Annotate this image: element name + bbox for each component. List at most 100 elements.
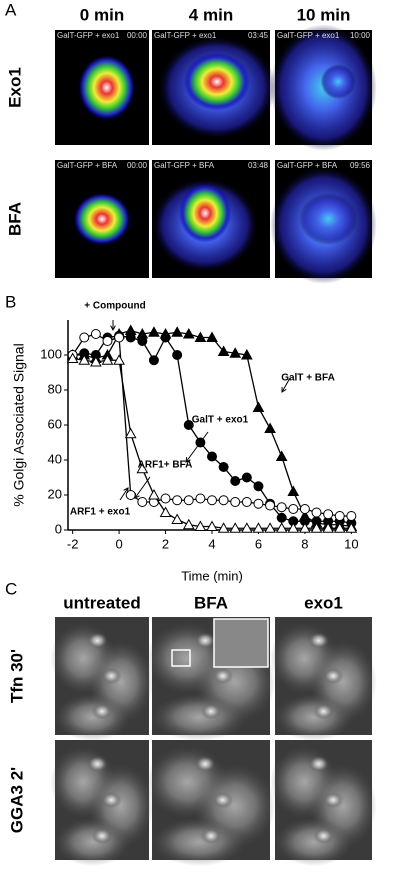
panel-label: B [5,292,16,311]
marker [183,420,194,430]
x-tick-label: -2 [67,536,79,551]
image-caption: GalT-GFP + BFA [154,161,215,170]
annotation: GalT + BFA [281,373,335,384]
marker [218,462,229,472]
marker [322,522,334,533]
x-axis-label: Time (min) [181,568,243,583]
inset [213,618,269,668]
marker [346,511,357,521]
y-tick-label: 40 [48,451,62,466]
marker [182,518,195,530]
marker [299,509,311,521]
staining [212,792,233,808]
marker [206,331,218,342]
marker [137,497,148,507]
marker [101,354,114,365]
marker [217,345,230,356]
arrow-head [185,456,191,463]
marker [230,476,241,486]
inset-region [171,649,191,667]
marker [288,504,299,514]
marker [159,327,172,339]
marker [78,354,91,365]
y-axis-label: % Golgi Associated Signal [11,343,27,506]
marker [229,522,242,533]
staining [101,668,122,684]
marker [206,520,218,531]
image-time: 03:48 [248,161,269,170]
marker [124,324,137,335]
annotation: ARF1+ BFA [138,460,193,471]
marker [252,401,265,412]
marker [194,520,207,531]
fluorescence [78,55,135,120]
marker [172,350,183,360]
x-tick-label: 10 [344,536,358,551]
marker [183,495,194,506]
marker [207,451,217,462]
image-time: 09:56 [350,161,371,170]
marker [334,511,345,521]
cell [55,693,131,741]
arrow-head [134,492,140,499]
staining [87,756,108,772]
x-tick-label: 2 [162,536,169,551]
cell [152,818,247,866]
annotation: GalT + exo1 [192,415,249,426]
marker [287,522,300,533]
marker [218,495,229,506]
marker [171,513,184,524]
marker [172,495,183,506]
column-header: exo1 [304,593,343,612]
image-time: 03:45 [248,31,269,40]
marker [264,522,276,533]
y-tick-label: 60 [48,416,62,431]
fluorescence [179,183,232,243]
staining [87,632,108,649]
marker [148,488,160,500]
fluorescence [299,193,358,245]
marker [287,485,300,496]
arrow-head [110,325,116,332]
y-tick-label: 0 [55,521,62,536]
panel-label: A [5,0,17,19]
marker [299,504,310,514]
marker [113,354,125,365]
panel-label: C [5,579,17,598]
staining [212,668,233,684]
staining [92,703,112,720]
staining [201,703,221,720]
image-time: 10:00 [350,31,371,40]
marker [136,462,149,474]
x-tick-label: 8 [301,536,308,551]
marker [253,498,264,509]
image-caption: GalT-GFP + exo1 [277,31,340,40]
column-header: BFA [194,593,228,612]
marker [171,326,184,337]
row-header: BFA [5,202,24,236]
marker [241,472,252,483]
marker [323,509,334,520]
marker [264,422,276,433]
marker [90,355,102,367]
marker [299,522,311,533]
marker [240,522,253,533]
marker [333,522,346,533]
staining [313,703,334,720]
marker [275,522,288,533]
fluorescence [183,53,250,111]
column-header: 10 min [297,5,351,24]
marker [276,502,287,513]
marker [217,522,230,533]
marker [79,332,90,343]
marker [240,348,253,360]
x-tick-label: 4 [208,536,215,551]
marker [90,329,101,339]
arrow-head [281,386,287,393]
row-header: Tfn 30' [7,649,26,703]
column-header: 0 min [80,5,124,24]
y-tick-label: 20 [48,486,62,501]
staining [201,828,221,844]
marker [136,327,149,339]
